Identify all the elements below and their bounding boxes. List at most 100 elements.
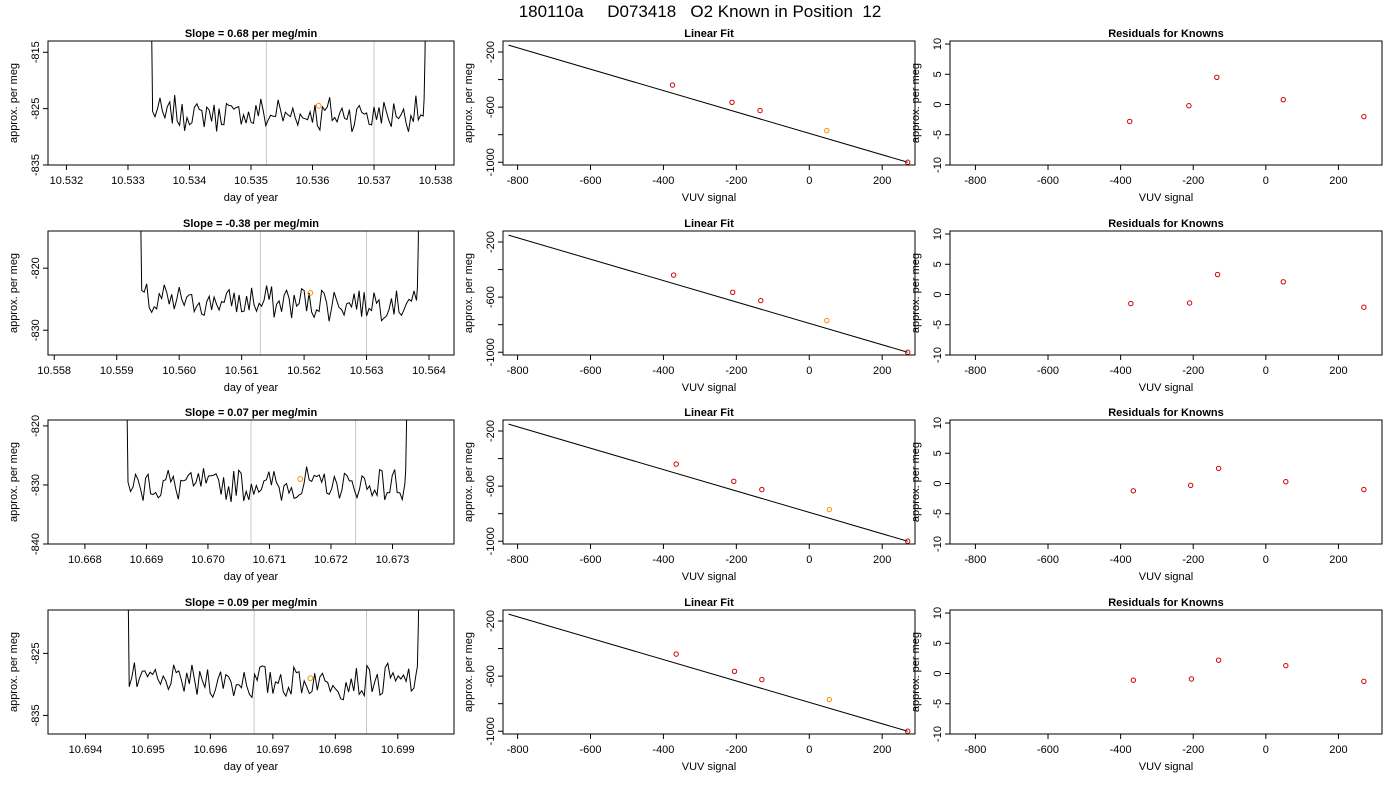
panel-title: Residuals for Knowns — [1108, 218, 1224, 230]
y-tick-label: -1000 — [485, 148, 497, 176]
x-tick-label: -800 — [507, 744, 529, 756]
known-point — [673, 651, 679, 657]
y-axis-label: approx. per meg — [463, 63, 475, 143]
x-tick-label: 200 — [873, 365, 891, 377]
x-tick-label: -800 — [964, 365, 986, 377]
residual-point — [1361, 304, 1367, 310]
x-tick-label: 10.538 — [419, 175, 453, 187]
known-point — [757, 107, 763, 114]
x-tick-label: 200 — [873, 744, 891, 756]
x-tick-label: 10.563 — [350, 365, 384, 377]
y-tick-label: -200 — [485, 231, 497, 253]
y-tick-label: 5 — [932, 450, 944, 456]
signal-trace — [140, 231, 419, 322]
unknown-point — [824, 317, 830, 324]
panel-title: Linear Fit — [684, 597, 734, 609]
x-tick-label: 10.695 — [131, 744, 165, 756]
x-tick-label: 10.532 — [50, 175, 84, 187]
x-tick-label: 10.537 — [357, 175, 391, 187]
y-tick-label: -10 — [932, 536, 944, 552]
known-point — [758, 297, 764, 304]
x-tick-label: 10.564 — [412, 365, 446, 377]
x-tick-label: -600 — [1037, 175, 1059, 187]
x-tick-label: 200 — [1329, 365, 1347, 377]
x-tick-label: -800 — [507, 175, 529, 187]
mean-marker — [297, 476, 304, 482]
y-axis-label: approx. per meg — [8, 442, 20, 522]
y-tick-label: 10 — [932, 607, 944, 619]
y-tick-label: 0 — [932, 480, 944, 486]
x-tick-label: 10.699 — [381, 744, 415, 756]
known-point — [905, 159, 911, 165]
y-tick-label: -5 — [932, 509, 944, 519]
figure-title: 180110a D073418 O2 Known in Position 12 — [518, 2, 882, 21]
residual-point — [1130, 677, 1137, 683]
y-tick-label: -600 — [485, 665, 497, 687]
x-tick-label: 0 — [1263, 744, 1269, 756]
x-axis-label: VUV signal — [682, 192, 736, 204]
plot-area — [1126, 74, 1367, 125]
y-axis-label: approx. per meg — [463, 632, 475, 712]
panel-trace-row4: Slope = 0.09 per meg/min 10.694 10.695 10.6… — [8, 597, 455, 773]
x-tick-label: 200 — [1329, 175, 1347, 187]
known-point — [729, 99, 735, 106]
x-tick-label: 10.668 — [68, 554, 102, 566]
panel-title: Slope = -0.38 per meg/min — [183, 218, 319, 230]
unknown-point — [826, 696, 833, 703]
x-tick-label: 10.561 — [225, 365, 259, 377]
residual-point — [1215, 657, 1222, 663]
y-tick-label: -200 — [485, 420, 497, 442]
residual-point — [1361, 113, 1367, 120]
y-axis-label: approx. per meg — [910, 253, 922, 333]
x-tick-label: 10.536 — [296, 175, 330, 187]
residual-point — [1186, 300, 1193, 306]
known-point — [905, 538, 911, 544]
x-tick-label: -400 — [652, 554, 674, 566]
unknown-point — [826, 506, 833, 513]
panel-fit-row3: Linear Fit -800 -600 -400 -200 0 200 VUV signal… — [463, 407, 916, 583]
plot-area — [508, 44, 911, 165]
x-tick-label: 10.560 — [162, 365, 196, 377]
plot-frame — [47, 609, 455, 735]
x-tick-label: 10.534 — [173, 175, 207, 187]
x-tick-label: 0 — [1263, 175, 1269, 187]
x-tick-label: 10.671 — [253, 554, 287, 566]
x-tick-label: -800 — [964, 744, 986, 756]
y-tick-label: -1000 — [485, 717, 497, 745]
x-tick-label: -200 — [725, 365, 747, 377]
plot-area — [508, 234, 911, 355]
y-tick-label: -600 — [485, 96, 497, 118]
panel-fit-row4: Linear Fit -800 -600 -400 -200 0 200 VUV signal… — [463, 597, 916, 773]
panel-title: Slope = 0.07 per meg/min — [185, 407, 318, 419]
unknown-point — [824, 127, 830, 134]
plot-area — [1130, 657, 1367, 685]
y-tick-label: -835 — [30, 704, 42, 726]
y-tick-label: -820 — [30, 257, 42, 279]
mean-marker — [315, 102, 322, 109]
mean-marker — [307, 290, 314, 296]
plot-frame — [502, 609, 916, 735]
panel-fit-row1: Linear Fit -800 -600 -400 -200 0 200 VUV signal… — [463, 28, 916, 204]
x-tick-label: -600 — [1037, 554, 1059, 566]
known-point — [669, 82, 676, 88]
signal-trace — [127, 610, 420, 701]
panel-trace-row3: Slope = 0.07 per meg/min 10.668 10.669 10.6… — [8, 407, 455, 583]
x-tick-label: -600 — [579, 554, 601, 566]
y-tick-label: -10 — [932, 726, 944, 742]
x-tick-label: 0 — [1263, 554, 1269, 566]
residual-point — [1187, 482, 1194, 489]
y-axis-label: approx. per meg — [8, 253, 20, 333]
residual-point — [1126, 118, 1133, 125]
panel-title: Linear Fit — [684, 28, 734, 40]
known-point — [759, 486, 765, 493]
known-point — [670, 272, 677, 278]
y-tick-label: -5 — [932, 130, 944, 140]
plot-area — [127, 610, 420, 734]
x-tick-label: 200 — [1329, 554, 1347, 566]
fit-line — [508, 613, 908, 732]
plot-area — [508, 613, 911, 734]
panel-title: Residuals for Knowns — [1108, 28, 1224, 40]
x-axis-label: day of year — [224, 192, 279, 204]
x-tick-label: -600 — [1037, 744, 1059, 756]
x-tick-label: -200 — [725, 554, 747, 566]
